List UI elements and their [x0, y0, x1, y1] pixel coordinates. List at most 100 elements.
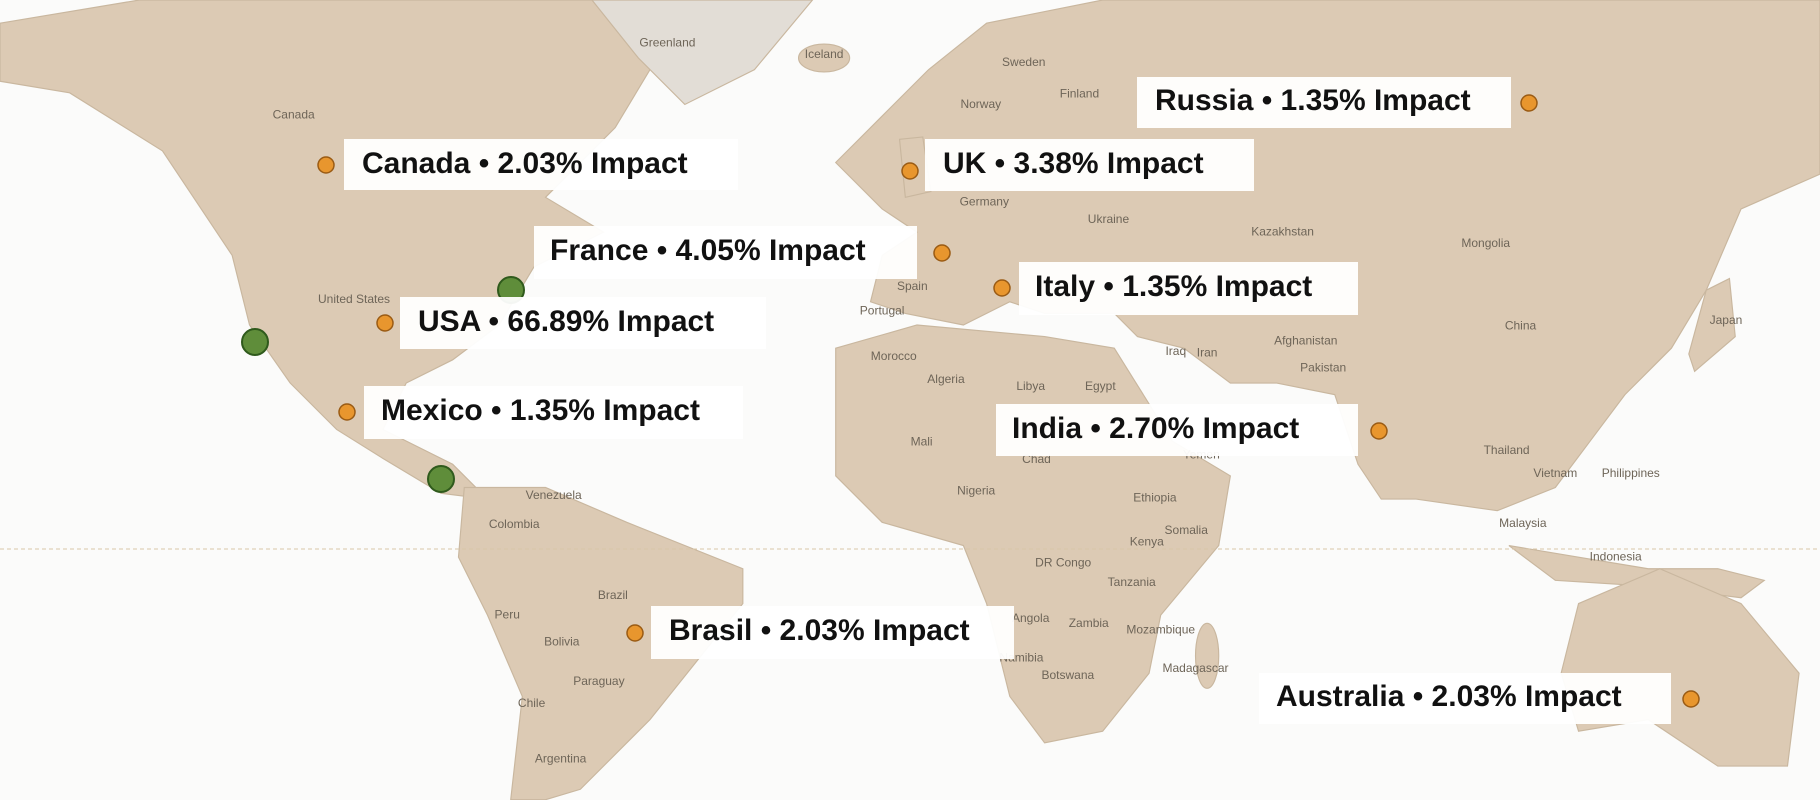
place-label: Ethiopia — [1133, 490, 1177, 504]
place-label: Canada — [273, 107, 315, 121]
label-box — [344, 139, 738, 190]
country-marker: France • 4.05% Impact — [534, 226, 951, 279]
marker-label: Mexico • 1.35% Impact — [381, 394, 700, 427]
label-box — [1019, 262, 1358, 315]
japan — [1688, 277, 1736, 373]
place-label: Germany — [960, 194, 1009, 208]
place-label: Philippines — [1602, 466, 1660, 480]
place-label: Ukraine — [1088, 212, 1130, 226]
country-marker: Canada • 2.03% Impact — [317, 139, 738, 190]
place-label: Madagascar — [1162, 661, 1228, 675]
indonesia — [1508, 544, 1766, 599]
place-label: Morocco — [871, 349, 917, 363]
label-box — [996, 404, 1358, 456]
recycle-icon — [241, 328, 269, 356]
place-label: Spain — [897, 279, 928, 293]
place-label: Malaysia — [1499, 516, 1547, 530]
marker-label: Russia • 1.35% Impact — [1155, 84, 1471, 117]
place-label: Mali — [911, 435, 933, 449]
country-marker: Mexico • 1.35% Impact — [338, 386, 743, 439]
south-america — [457, 486, 744, 800]
place-label: DR Congo — [1035, 555, 1091, 569]
marker-label: UK • 3.38% Impact — [943, 147, 1204, 180]
country-marker: Italy • 1.35% Impact — [993, 262, 1358, 315]
place-label: Thailand — [1484, 443, 1530, 457]
place-label: Finland — [1060, 86, 1099, 100]
place-label: Peru — [495, 608, 520, 622]
label-box — [400, 297, 766, 349]
recycle-icons — [241, 276, 525, 493]
place-label: Chile — [518, 696, 546, 710]
marker-dot — [376, 314, 394, 332]
place-label: Angola — [1012, 611, 1050, 625]
marker-dot — [933, 244, 951, 262]
country-marker: Russia • 1.35% Impact — [1137, 77, 1538, 128]
label-box — [534, 226, 917, 279]
place-label: Bolivia — [544, 634, 580, 648]
iceland — [797, 43, 851, 73]
country-marker: India • 2.70% Impact — [996, 404, 1388, 456]
place-label: Afghanistan — [1274, 334, 1337, 348]
place-label: Vietnam — [1533, 466, 1577, 480]
place-label: Botswana — [1041, 668, 1094, 682]
place-label: Argentina — [535, 752, 587, 766]
place-label: China — [1505, 319, 1537, 333]
place-label: Libya — [1016, 379, 1045, 393]
place-label: Pakistan — [1300, 360, 1346, 374]
place-label: Nigeria — [957, 483, 995, 497]
place-label: Colombia — [489, 517, 540, 531]
place-label: Kazakhstan — [1251, 225, 1314, 239]
label-box — [1137, 77, 1511, 128]
marker-label: Italy • 1.35% Impact — [1035, 270, 1312, 303]
place-label: United States — [318, 292, 390, 306]
country-marker: USA • 66.89% Impact — [376, 297, 766, 349]
marker-label: Australia • 2.03% Impact — [1276, 680, 1622, 713]
place-label: Greenland — [639, 35, 695, 49]
marker-label: France • 4.05% Impact — [550, 234, 866, 267]
marker-dot — [1520, 94, 1538, 112]
country-marker: UK • 3.38% Impact — [901, 139, 1254, 191]
country-marker: Australia • 2.03% Impact — [1259, 673, 1700, 724]
place-label: Mozambique — [1126, 623, 1195, 637]
place-label: Mongolia — [1461, 236, 1510, 250]
marker-label: Brasil • 2.03% Impact — [669, 614, 970, 647]
place-label: Sweden — [1002, 55, 1045, 69]
place-label: Iraq — [1165, 344, 1186, 358]
place-label: Paraguay — [573, 674, 624, 688]
place-label: Japan — [1710, 313, 1743, 327]
place-label: Egypt — [1085, 379, 1116, 393]
place-label: Venezuela — [526, 488, 582, 502]
marker-dot — [901, 162, 919, 180]
north-america — [0, 0, 651, 500]
country-marker: Brasil • 2.03% Impact — [626, 606, 1014, 659]
marker-label: USA • 66.89% Impact — [418, 305, 714, 338]
marker-dot — [1682, 690, 1700, 708]
recycle-icon — [427, 465, 455, 493]
greenland — [591, 0, 814, 106]
place-label: Algeria — [927, 372, 965, 386]
place-label: Kenya — [1130, 535, 1164, 549]
madagascar — [1194, 622, 1220, 689]
place-label: Iran — [1197, 345, 1218, 359]
marker-dot — [338, 403, 356, 421]
place-label: Portugal — [860, 304, 905, 318]
label-box — [651, 606, 1014, 659]
place-label: Somalia — [1165, 523, 1209, 537]
place-label: Indonesia — [1590, 550, 1642, 564]
marker-dot — [317, 156, 335, 174]
label-box — [1259, 673, 1671, 724]
place-label: Brazil — [598, 588, 628, 602]
label-box — [364, 386, 743, 439]
place-label: Norway — [960, 97, 1001, 111]
marker-dot — [1370, 422, 1388, 440]
place-label: Tanzania — [1108, 575, 1156, 589]
marker-label: Canada • 2.03% Impact — [362, 147, 688, 180]
marker-label: India • 2.70% Impact — [1012, 412, 1299, 445]
place-label: Zambia — [1069, 616, 1109, 630]
marker-dot — [626, 624, 644, 642]
marker-dot — [993, 279, 1011, 297]
place-label: Iceland — [805, 47, 844, 61]
